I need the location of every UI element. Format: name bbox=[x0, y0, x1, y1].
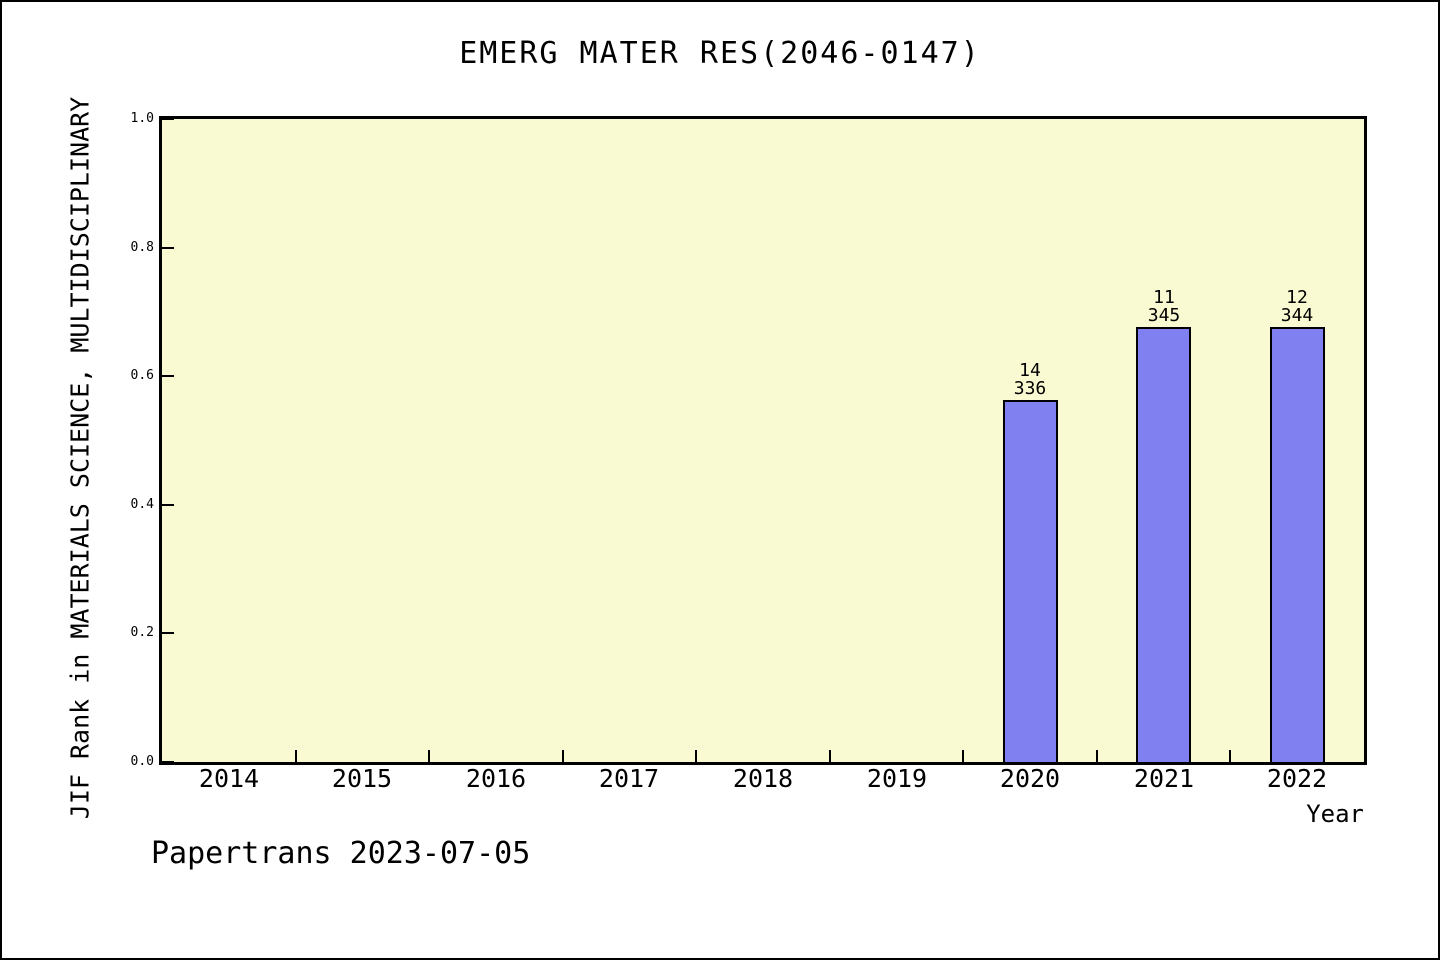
bar-total-value: 336 bbox=[1013, 378, 1047, 399]
y-tick-mark bbox=[162, 504, 174, 506]
footer-watermark: Papertrans 2023-07-05 bbox=[151, 836, 531, 871]
bar-total-value: 344 bbox=[1280, 305, 1314, 326]
y-tick-mark bbox=[162, 632, 174, 634]
bar-2021 bbox=[1136, 327, 1191, 762]
bar-rank-value: 14 bbox=[1019, 360, 1041, 381]
y-tick-label: 1.0 bbox=[130, 111, 154, 126]
x-tick-mark bbox=[695, 750, 697, 762]
bar-2022 bbox=[1270, 327, 1325, 762]
x-category-label: 2019 bbox=[866, 764, 928, 793]
x-category-label: 2016 bbox=[465, 764, 527, 793]
x-category-label: 2020 bbox=[999, 764, 1061, 793]
bar-rank-value: 11 bbox=[1153, 287, 1175, 308]
x-category-label: 2018 bbox=[732, 764, 794, 793]
x-category-label: 2021 bbox=[1133, 764, 1195, 793]
y-axis-label: JIF Rank in MATERIALS SCIENCE, MULTIDISC… bbox=[65, 96, 95, 820]
x-category-label: 2014 bbox=[198, 764, 260, 793]
x-tick-mark bbox=[562, 750, 564, 762]
x-tick-mark bbox=[1229, 750, 1231, 762]
x-tick-mark bbox=[962, 750, 964, 762]
chart-title: EMERG MATER RES(2046-0147) bbox=[459, 36, 981, 71]
x-tick-mark bbox=[1096, 750, 1098, 762]
x-tick-mark bbox=[295, 750, 297, 762]
bar-total-value: 345 bbox=[1147, 305, 1181, 326]
x-tick-mark bbox=[428, 750, 430, 762]
plot-area: 14 336 11 345 12 344 bbox=[159, 116, 1367, 765]
bar-value-label-2022: 12 344 bbox=[1252, 289, 1342, 325]
bar-2020 bbox=[1003, 400, 1058, 762]
y-tick-mark bbox=[162, 247, 174, 249]
bar-value-label-2020: 14 336 bbox=[985, 362, 1075, 398]
y-tick-mark bbox=[162, 118, 174, 120]
y-tick-mark bbox=[162, 761, 174, 763]
bar-value-label-2021: 11 345 bbox=[1119, 289, 1209, 325]
x-category-label: 2017 bbox=[598, 764, 660, 793]
y-tick-label: 0.4 bbox=[130, 497, 154, 512]
y-tick-label: 0.8 bbox=[130, 240, 154, 255]
x-category-label: 2015 bbox=[331, 764, 393, 793]
bar-rank-value: 12 bbox=[1286, 287, 1308, 308]
y-tick-mark bbox=[162, 375, 174, 377]
x-axis-label: Year bbox=[1306, 800, 1364, 828]
y-tick-label: 0.2 bbox=[130, 625, 154, 640]
x-tick-mark bbox=[829, 750, 831, 762]
y-tick-label: 0.6 bbox=[130, 368, 154, 383]
y-tick-label: 0.0 bbox=[130, 754, 154, 769]
x-category-label: 2022 bbox=[1266, 764, 1328, 793]
